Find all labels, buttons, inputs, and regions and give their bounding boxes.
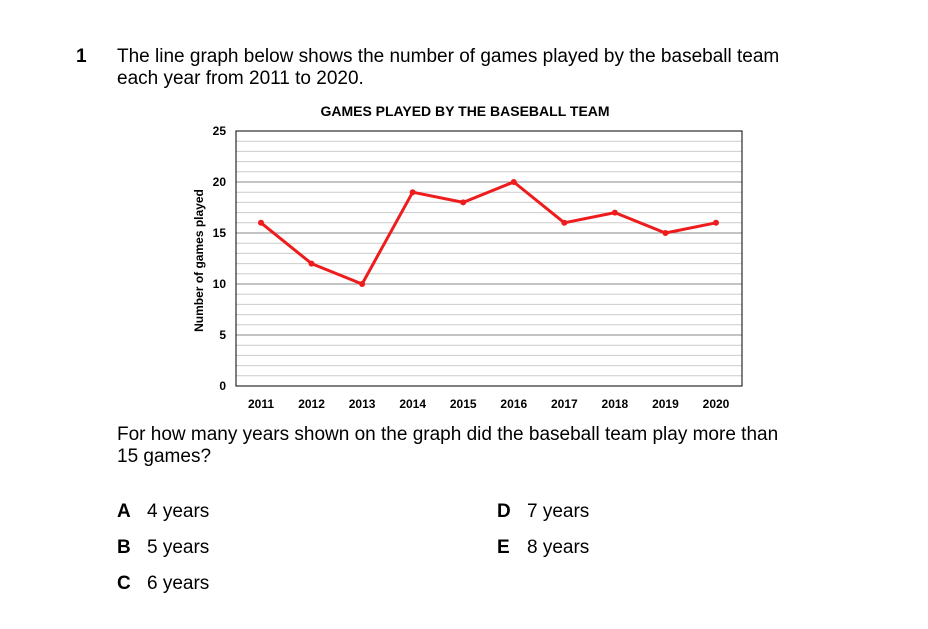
option-a[interactable]: A 4 years [117, 501, 209, 523]
question-text-line-1: The line graph below shows the number of… [117, 46, 780, 67]
option-e[interactable]: E 8 years [497, 537, 589, 559]
option-d[interactable]: D 7 years [497, 501, 589, 523]
x-tick-label: 2011 [248, 397, 274, 411]
option-a-text: 4 years [147, 501, 210, 522]
option-b-letter: B [117, 537, 131, 558]
x-tick-label: 2019 [652, 397, 679, 411]
data-point [308, 260, 315, 267]
option-c-text: 6 years [147, 573, 210, 594]
y-tick-label: 15 [213, 226, 227, 240]
x-tick-label: 2016 [500, 397, 527, 411]
y-tick-label: 0 [219, 379, 226, 393]
x-tick-label: 2018 [602, 397, 629, 411]
option-b-text: 5 years [147, 537, 210, 558]
option-b[interactable]: B 5 years [117, 537, 209, 559]
x-tick-label: 2020 [703, 397, 730, 411]
chart-title: GAMES PLAYED BY THE BASEBALL TEAM [320, 103, 609, 119]
data-point [359, 281, 366, 287]
y-tick-label: 10 [213, 277, 227, 291]
option-e-letter: E [497, 537, 510, 558]
x-tick-label: 2013 [349, 397, 376, 411]
option-d-text: 7 years [527, 501, 590, 522]
option-a-letter: A [117, 501, 131, 522]
question-number: 1 [76, 46, 87, 67]
data-point [409, 189, 416, 196]
y-tick-labels: 0 5 10 15 20 25 [213, 124, 227, 393]
option-d-letter: D [497, 501, 511, 522]
data-point [510, 179, 517, 185]
option-c-letter: C [117, 573, 131, 594]
question-text-line-2: each year from 2011 to 2020. [117, 68, 364, 89]
data-point [611, 209, 618, 216]
data-point [258, 219, 264, 226]
option-c[interactable]: C 6 years [117, 573, 209, 595]
data-point [460, 199, 467, 206]
x-tick-label: 2012 [298, 397, 325, 411]
data-points [258, 179, 719, 287]
x-tick-labels: 2011 2012 2013 2014 2015 2016 2017 2018 2019 2020 [248, 397, 730, 411]
follow-up-line-1: For how many years shown on the graph di… [117, 424, 779, 445]
minor-gridlines [236, 140, 742, 377]
plot-frame [235, 130, 743, 387]
follow-up-question: For how many years shown on the graph di… [117, 424, 887, 468]
x-tick-label: 2015 [450, 397, 477, 411]
data-point [561, 219, 568, 226]
option-e-text: 8 years [527, 537, 590, 558]
y-tick-label: 20 [213, 175, 227, 189]
data-point [662, 230, 669, 236]
x-tick-label: 2017 [551, 397, 578, 411]
question-text: The line graph below shows the number of… [117, 46, 887, 90]
y-axis-label: Number of games played [192, 189, 206, 332]
major-gridlines [236, 181, 742, 336]
y-tick-label: 25 [213, 124, 227, 138]
series-line [260, 180, 717, 286]
y-tick-label: 5 [219, 328, 226, 342]
data-point [713, 219, 719, 226]
x-tick-label: 2014 [399, 397, 426, 411]
follow-up-line-2: 15 games? [117, 446, 212, 467]
